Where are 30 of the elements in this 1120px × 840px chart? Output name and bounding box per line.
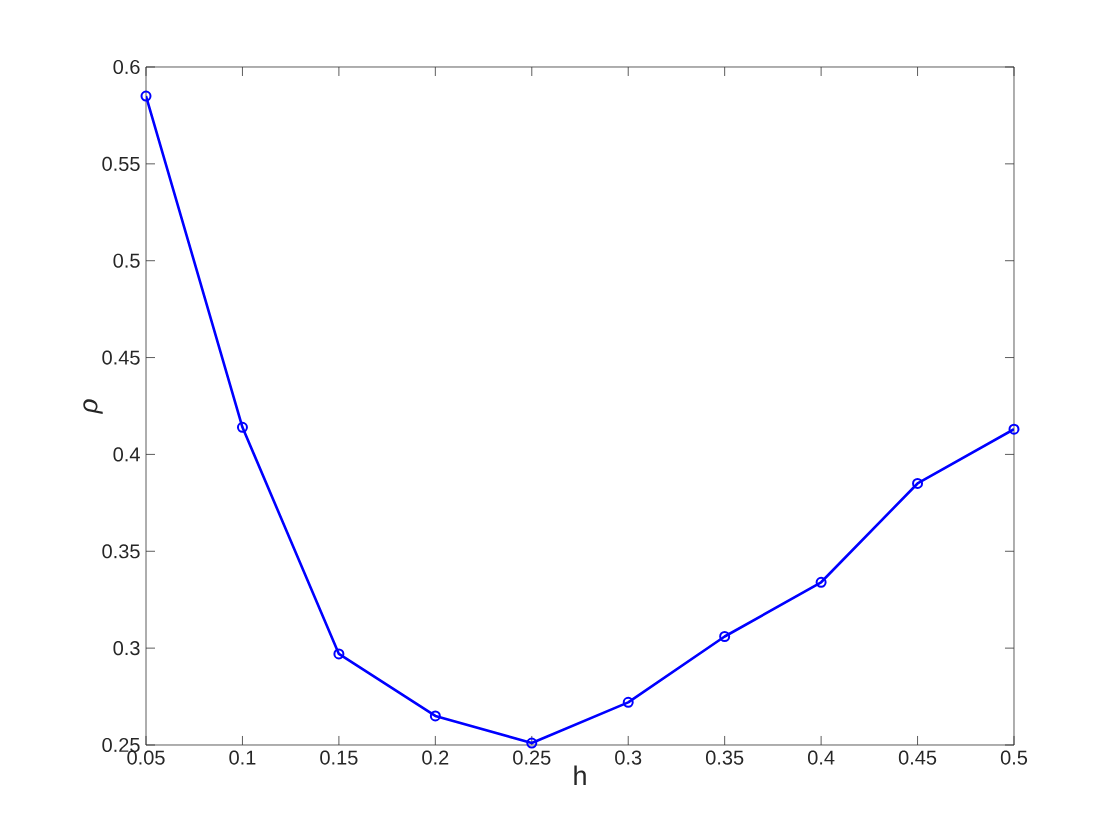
x-tick-label: 0.4 <box>807 750 835 765</box>
x-tick-label: 0.05 <box>127 750 165 765</box>
y-tick-label: 0.6 <box>113 59 140 75</box>
x-tick-label: 0.45 <box>898 750 937 765</box>
y-tick-label: 0.55 <box>102 156 140 171</box>
point <box>815 576 827 588</box>
x-tick-label: 0.25 <box>513 750 551 765</box>
x-tick-label: 0.35 <box>705 750 744 765</box>
point <box>622 696 634 708</box>
point <box>140 90 152 102</box>
y-tick-label: 0.3 <box>113 641 140 656</box>
y-tick-label: 0.45 <box>102 350 140 365</box>
x-axis-title: h <box>574 765 586 786</box>
point <box>429 710 441 722</box>
point <box>526 737 538 749</box>
point <box>719 631 731 643</box>
point <box>333 648 345 660</box>
y-tick-label: 0.35 <box>102 544 140 559</box>
y-tick-label: 0.25 <box>102 737 140 753</box>
x-tick-label: 0.15 <box>320 750 358 765</box>
y-axis-title: ρ <box>83 399 103 415</box>
point <box>1008 423 1020 435</box>
x-tick-label: 0.5 <box>1000 750 1028 765</box>
x-tick-label: 0.2 <box>422 750 449 765</box>
point <box>912 477 924 489</box>
y-tick-label: 0.5 <box>113 253 140 268</box>
x-tick-label: 0.1 <box>229 750 256 765</box>
y-tick-label: 0.4 <box>113 447 140 462</box>
point <box>236 421 248 433</box>
x-tick-label: 0.3 <box>615 750 642 765</box>
